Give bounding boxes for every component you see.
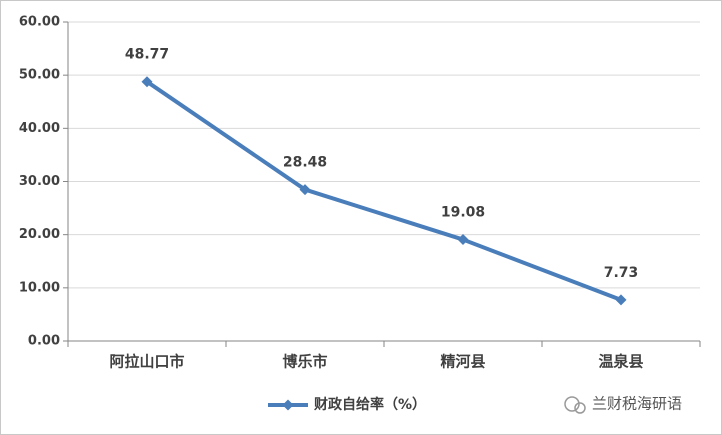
series-line	[145, 80, 622, 302]
y-tick-label: 30.00	[19, 174, 60, 189]
legend-label: 财政自给率（%）	[313, 396, 426, 413]
y-tick-label: 60.00	[19, 15, 60, 30]
y-tick-label: 40.00	[19, 121, 60, 136]
watermark: 兰财税海研语	[592, 395, 682, 413]
x-tick-label: 温泉县	[598, 353, 643, 371]
data-label: 28.48	[283, 155, 327, 171]
point-marker	[299, 184, 311, 196]
x-tick-label: 精河县	[440, 353, 485, 371]
data-label: 48.77	[125, 47, 169, 63]
point-marker	[457, 234, 469, 246]
y-tick-label: 50.00	[19, 68, 60, 83]
y-tick-label: 20.00	[19, 227, 60, 242]
watermark-icon	[564, 396, 586, 414]
legend-marker	[282, 399, 294, 411]
data-label: 7.73	[604, 265, 639, 281]
x-tick-label: 阿拉山口市	[109, 353, 184, 371]
y-tick-label: 0.00	[28, 334, 60, 349]
point-marker	[141, 76, 153, 88]
point-marker	[615, 294, 627, 306]
x-tick-label: 博乐市	[282, 353, 327, 371]
data-label: 19.08	[441, 205, 485, 221]
y-tick-label: 10.00	[19, 280, 60, 295]
